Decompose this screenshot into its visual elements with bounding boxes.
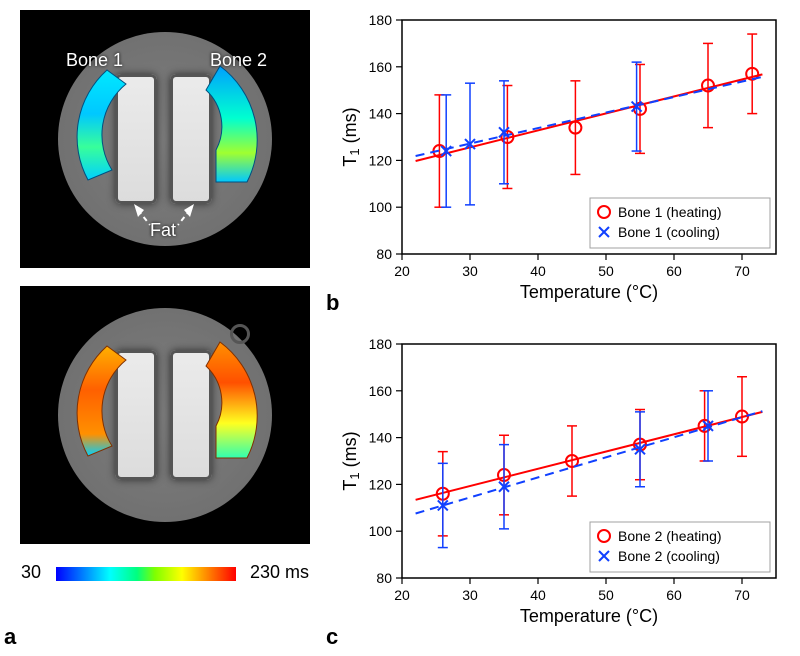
subplot-label-b: b (326, 290, 339, 316)
svg-text:40: 40 (530, 587, 546, 603)
svg-text:80: 80 (376, 570, 392, 586)
svg-text:30: 30 (462, 263, 478, 279)
svg-text:Bone 1 (cooling): Bone 1 (cooling) (618, 224, 720, 240)
mri-panel-top: Bone 1 Bone 2 Fat (20, 10, 310, 268)
svg-text:40: 40 (530, 263, 546, 279)
label-bone1: Bone 1 (66, 50, 123, 71)
svg-text:120: 120 (369, 476, 393, 492)
svg-text:160: 160 (369, 59, 393, 75)
figure-root: Bone 1 Bone 2 Fat (0, 0, 800, 656)
svg-text:80: 80 (376, 246, 392, 262)
artifact-ring (230, 324, 250, 344)
svg-text:Temperature (°C): Temperature (°C) (520, 606, 658, 626)
fat-tube-right-2 (170, 350, 212, 480)
svg-text:Bone 1 (heating): Bone 1 (heating) (618, 204, 722, 220)
svg-text:T1 (ms): T1 (ms) (340, 107, 362, 166)
svg-text:180: 180 (369, 336, 393, 352)
chart-b: 20 30 40 50 60 70 80 100 120 140 160 180 Temperature… (340, 6, 790, 306)
svg-text:20: 20 (394, 587, 410, 603)
colorbar: 30 230 ms (10, 562, 320, 583)
svg-text:50: 50 (598, 263, 614, 279)
svg-text:160: 160 (369, 383, 393, 399)
svg-text:20: 20 (394, 263, 410, 279)
colorbar-min: 30 (21, 562, 41, 582)
left-column: Bone 1 Bone 2 Fat (10, 10, 320, 583)
svg-text:140: 140 (369, 430, 393, 446)
svg-text:120: 120 (369, 152, 393, 168)
mri-panel-bottom (20, 286, 310, 544)
fat-tube-right (170, 74, 212, 204)
subplot-label-a: a (4, 624, 16, 650)
svg-text:50: 50 (598, 587, 614, 603)
svg-text:70: 70 (734, 587, 750, 603)
colorbar-gradient (56, 567, 236, 581)
svg-text:60: 60 (666, 263, 682, 279)
svg-text:140: 140 (369, 106, 393, 122)
fat-tube-left (115, 74, 157, 204)
svg-text:T1 (ms): T1 (ms) (340, 431, 362, 490)
svg-text:Temperature (°C): Temperature (°C) (520, 282, 658, 302)
svg-text:100: 100 (369, 199, 393, 215)
svg-text:70: 70 (734, 263, 750, 279)
subplot-label-c: c (326, 624, 338, 650)
colorbar-max: 230 ms (250, 562, 309, 582)
chart-c: 20 30 40 50 60 70 80 100 120 140 160 180 Temperature… (340, 330, 790, 630)
svg-text:30: 30 (462, 587, 478, 603)
svg-text:100: 100 (369, 523, 393, 539)
label-bone2: Bone 2 (210, 50, 267, 71)
label-fat: Fat (150, 220, 176, 241)
svg-text:60: 60 (666, 587, 682, 603)
svg-text:Bone 2 (heating): Bone 2 (heating) (618, 528, 722, 544)
fat-tube-left-2 (115, 350, 157, 480)
svg-text:180: 180 (369, 12, 393, 28)
svg-text:Bone 2 (cooling): Bone 2 (cooling) (618, 548, 720, 564)
